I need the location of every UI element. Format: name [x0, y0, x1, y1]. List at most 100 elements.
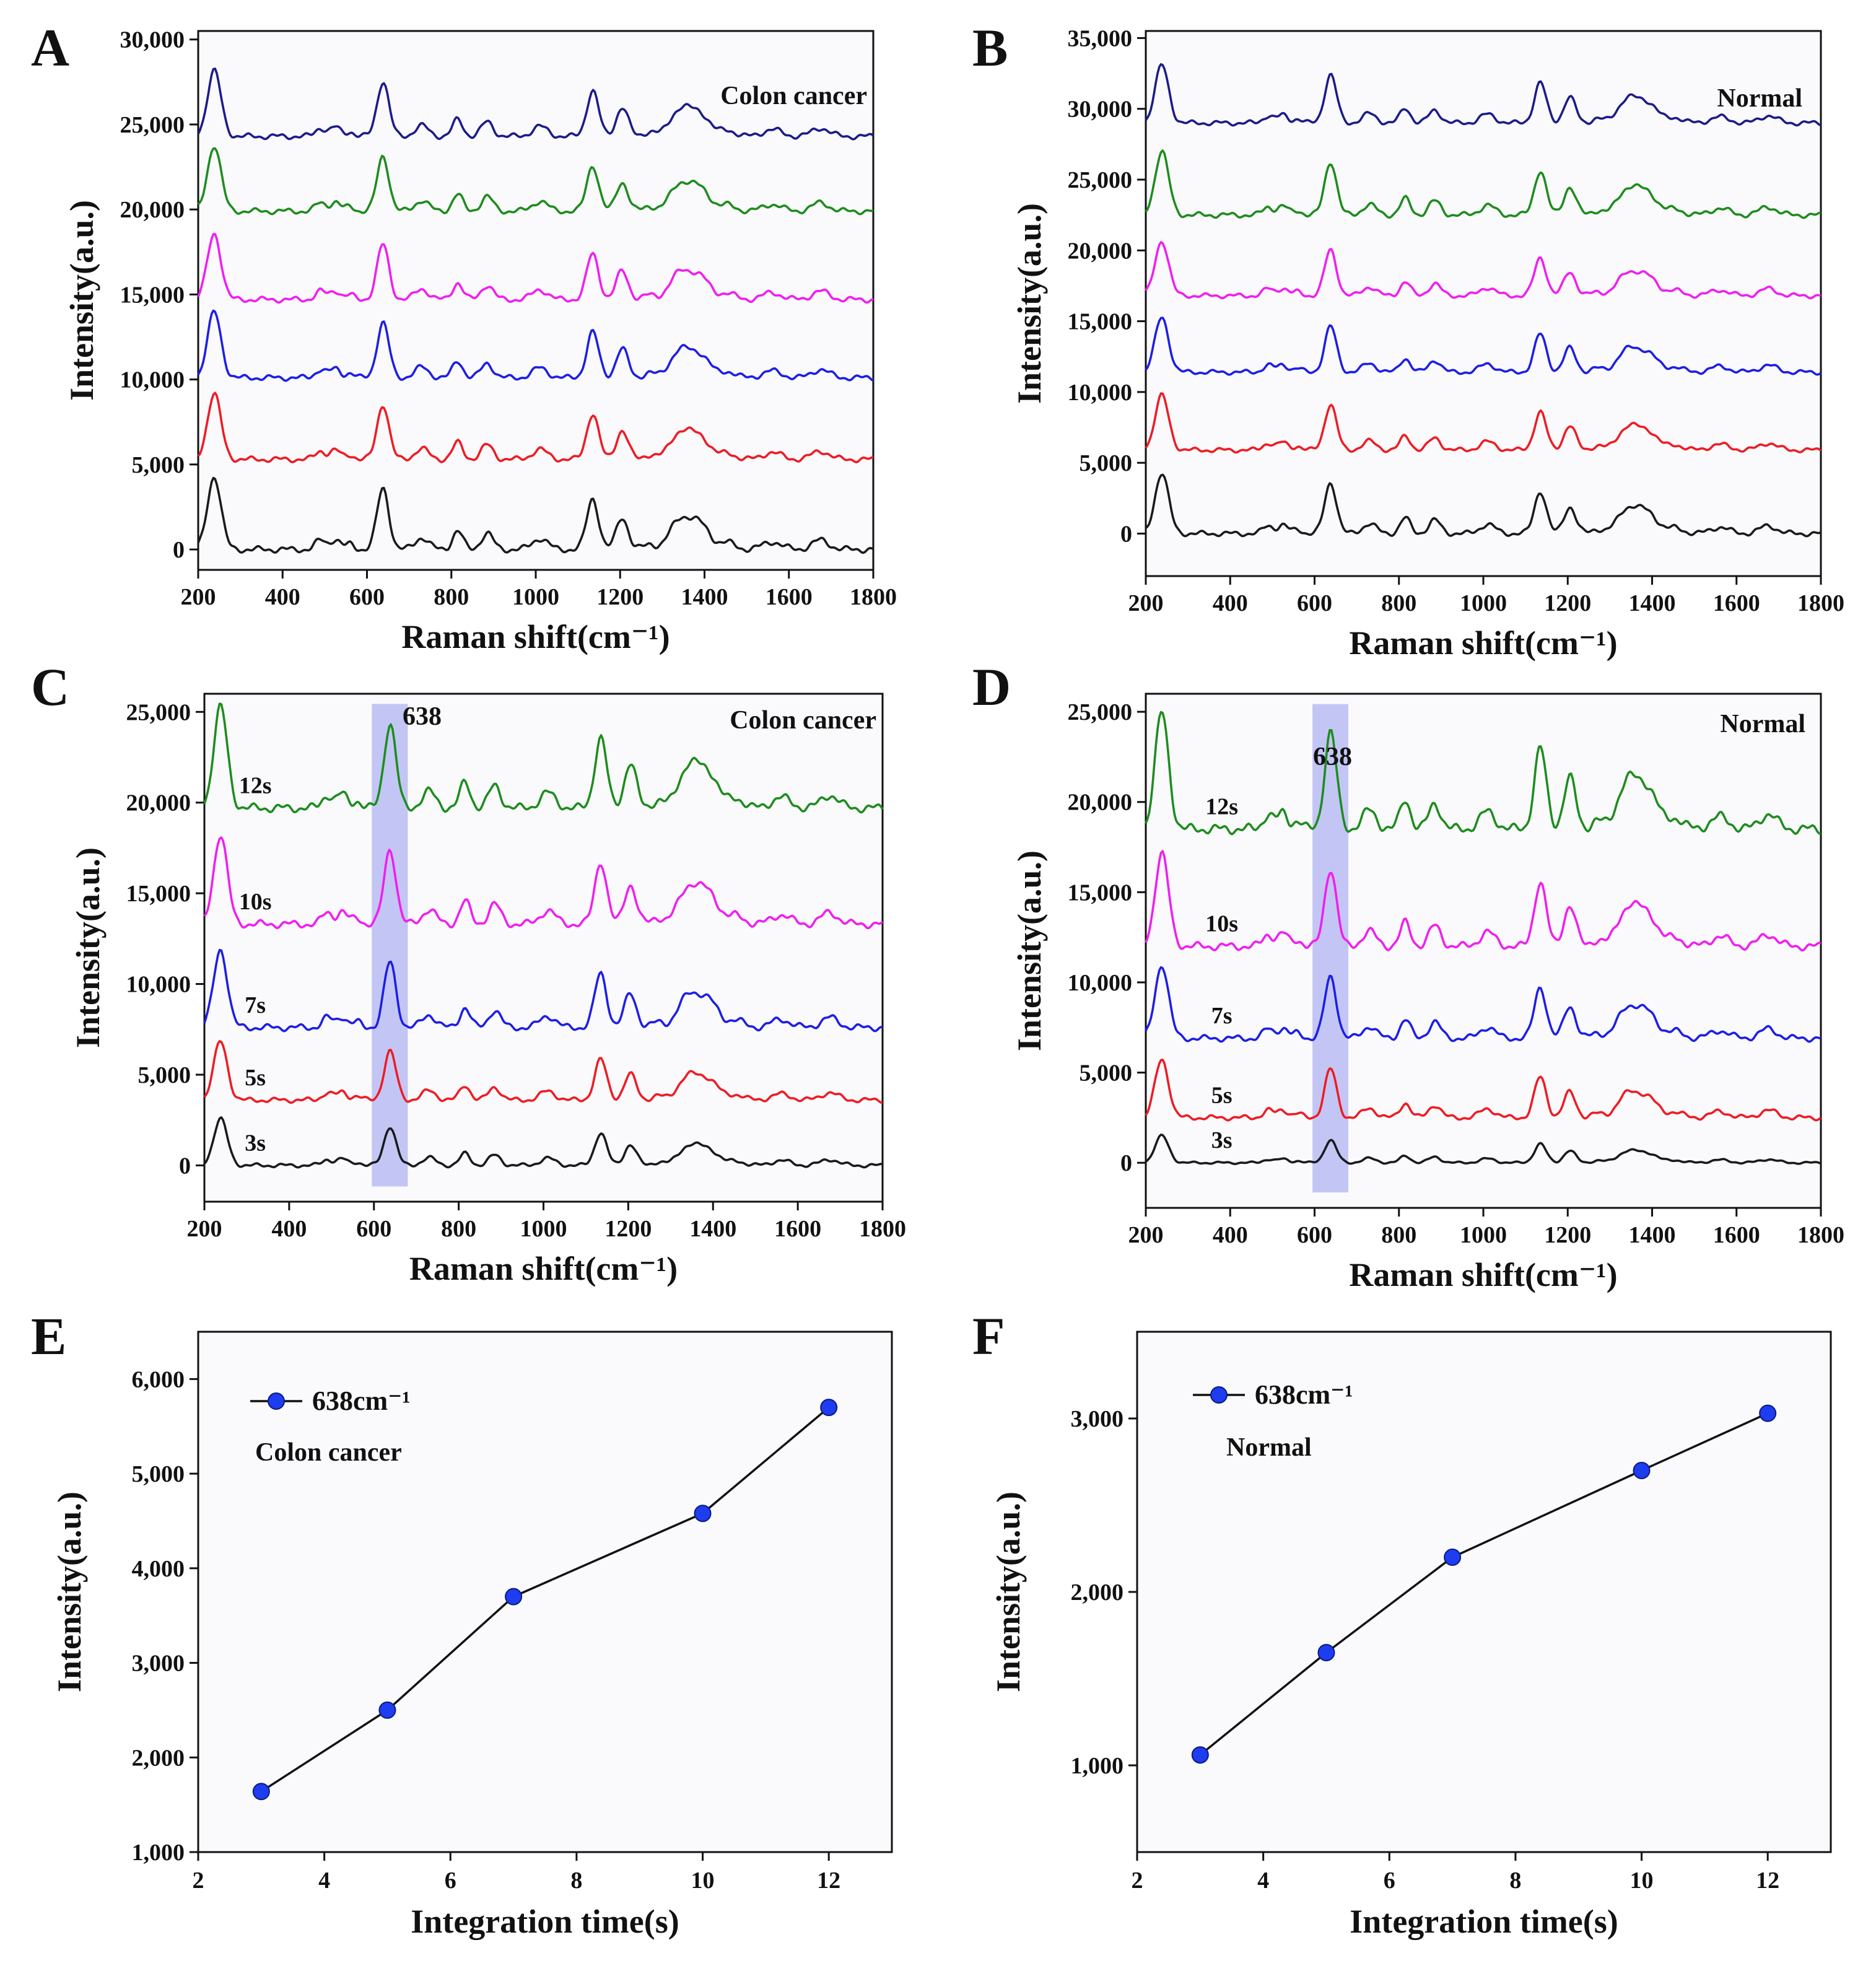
y-tick-label: 15,000	[1068, 880, 1133, 906]
y-tick-label: 30,000	[1068, 97, 1133, 123]
chart-f: 2 4 6 8 10 12 1,000 2,000 3,000 638cm⁻¹ Integratio…	[990, 1331, 1832, 1940]
x-tick-label: 12	[1756, 1868, 1779, 1894]
x-tick-label: 6	[1384, 1868, 1395, 1894]
x-tick-label: 1800	[1797, 590, 1844, 616]
x-tick-label: 2	[193, 1868, 204, 1894]
panel-letter-d: D	[972, 657, 1011, 717]
x-tick-label: 1000	[512, 584, 559, 610]
x-tick-label: 10	[691, 1868, 715, 1894]
series-line-3	[1145, 317, 1821, 376]
x-tick-label: 400	[265, 584, 300, 610]
y-axis-label: Intensity(a.u.)	[51, 1492, 88, 1692]
x-tick-label: 600	[1297, 1222, 1332, 1248]
legend-marker	[1210, 1386, 1228, 1404]
series-line-4	[1145, 241, 1821, 300]
annotation: Colon cancer	[720, 82, 867, 110]
curve-label-7s: 7s	[245, 992, 266, 1018]
y-tick-label: 25,000	[120, 112, 185, 138]
y-tick-label: 1,000	[1071, 1753, 1124, 1779]
legend-label: 638cm⁻¹	[1255, 1379, 1353, 1410]
x-axis-label: Raman shift(cm⁻¹)	[1349, 1256, 1617, 1293]
series-line-4	[1145, 850, 1821, 952]
series-line-5	[1145, 710, 1821, 836]
data-point	[1317, 1644, 1335, 1661]
x-tick-label: 8	[570, 1868, 582, 1894]
panel-letter-c: C	[31, 657, 69, 717]
data-point	[252, 1783, 270, 1801]
x-tick-label: 800	[1381, 1222, 1416, 1248]
curve-label-10s: 10s	[1205, 911, 1238, 937]
x-tick-label: 12	[817, 1868, 840, 1894]
annotation: Normal	[1226, 1433, 1312, 1462]
x-tick-label: 1800	[859, 1216, 906, 1242]
panel-letter-e: E	[31, 1306, 66, 1366]
y-tick-label: 25,000	[126, 699, 191, 725]
y-tick-label: 0	[1120, 1150, 1132, 1176]
y-tick-label: 20,000	[1068, 238, 1133, 264]
panel-letter-b: B	[972, 18, 1008, 77]
y-tick-label: 25,000	[1068, 167, 1133, 193]
series-line-4	[197, 233, 874, 304]
annotation: Colon cancer	[255, 1438, 402, 1467]
x-axis-label: Raman shift(cm⁻¹)	[401, 618, 670, 655]
data-point	[820, 1399, 838, 1417]
peak-label: 638	[403, 702, 442, 731]
y-tick-label: 20,000	[1068, 790, 1133, 816]
x-tick-label: 4	[318, 1868, 330, 1894]
panel-letter-a: A	[31, 18, 69, 77]
x-tick-label: 200	[181, 584, 216, 610]
y-tick-label: 3,000	[1071, 1406, 1124, 1432]
y-axis-label: Intensity(a.u.)	[1011, 203, 1048, 404]
annotation: Normal	[1720, 710, 1805, 738]
x-tick-label: 1000	[1460, 590, 1507, 616]
chart-d: 200 400 600 800 1000 1200 1400 1600 1800 0 5,000 10…	[1011, 693, 1844, 1293]
x-tick-label: 600	[1297, 590, 1332, 616]
series-line-1	[197, 476, 874, 554]
y-axis-label: Intensity(a.u.)	[69, 847, 107, 1048]
peak-label: 638	[1313, 743, 1352, 771]
x-tick-label: 1600	[766, 584, 813, 610]
x-tick-label: 1200	[1544, 590, 1591, 616]
x-axis-label: Raman shift(cm⁻¹)	[1349, 624, 1617, 662]
x-tick-label: 1800	[850, 584, 897, 610]
series-line-1	[1145, 1134, 1821, 1165]
legend-marker	[268, 1392, 285, 1410]
data-point	[505, 1588, 523, 1606]
x-tick-label: 800	[1381, 590, 1416, 616]
x-tick-label: 1400	[1629, 1222, 1676, 1248]
series-line-6	[1145, 63, 1821, 127]
x-tick-label: 10	[1630, 1868, 1654, 1894]
curve-label-5s: 5s	[245, 1065, 266, 1091]
x-tick-label: 1600	[774, 1216, 821, 1242]
x-axis-label: Integration time(s)	[1350, 1903, 1618, 1940]
y-tick-label: 2,000	[132, 1745, 185, 1771]
panel-d: D	[972, 657, 1011, 717]
x-tick-label: 600	[356, 1216, 391, 1242]
curve-label-12s: 12s	[239, 773, 272, 799]
series-line-3	[203, 948, 883, 1033]
x-tick-label: 1800	[1797, 1222, 1844, 1248]
y-tick-label: 0	[179, 1153, 191, 1179]
curve-label-7s: 7s	[1211, 1003, 1232, 1029]
y-tick-label: 4,000	[132, 1556, 185, 1582]
y-tick-label: 5,000	[132, 452, 185, 478]
y-tick-label: 25,000	[1068, 699, 1133, 725]
y-axis-label: Intensity(a.u.)	[1011, 850, 1048, 1051]
y-tick-label: 10,000	[1068, 380, 1133, 406]
y-tick-label: 2,000	[1071, 1580, 1124, 1606]
y-tick-label: 5,000	[1080, 1060, 1133, 1086]
curve-label-3s: 3s	[1211, 1127, 1232, 1153]
x-tick-label: 200	[187, 1216, 222, 1242]
series-line-2	[1145, 392, 1822, 454]
y-axis-label: Intensity(a.u.)	[990, 1492, 1027, 1692]
data-point	[1444, 1549, 1462, 1566]
y-tick-label: 35,000	[1068, 25, 1133, 51]
x-tick-label: 1200	[1544, 1222, 1591, 1248]
data-point	[1633, 1462, 1651, 1479]
x-tick-label: 1200	[596, 584, 644, 610]
y-tick-label: 20,000	[126, 790, 191, 816]
series-line-2	[197, 391, 874, 464]
panel-c: C	[31, 657, 69, 717]
legend-label: 638cm⁻¹	[312, 1386, 411, 1416]
